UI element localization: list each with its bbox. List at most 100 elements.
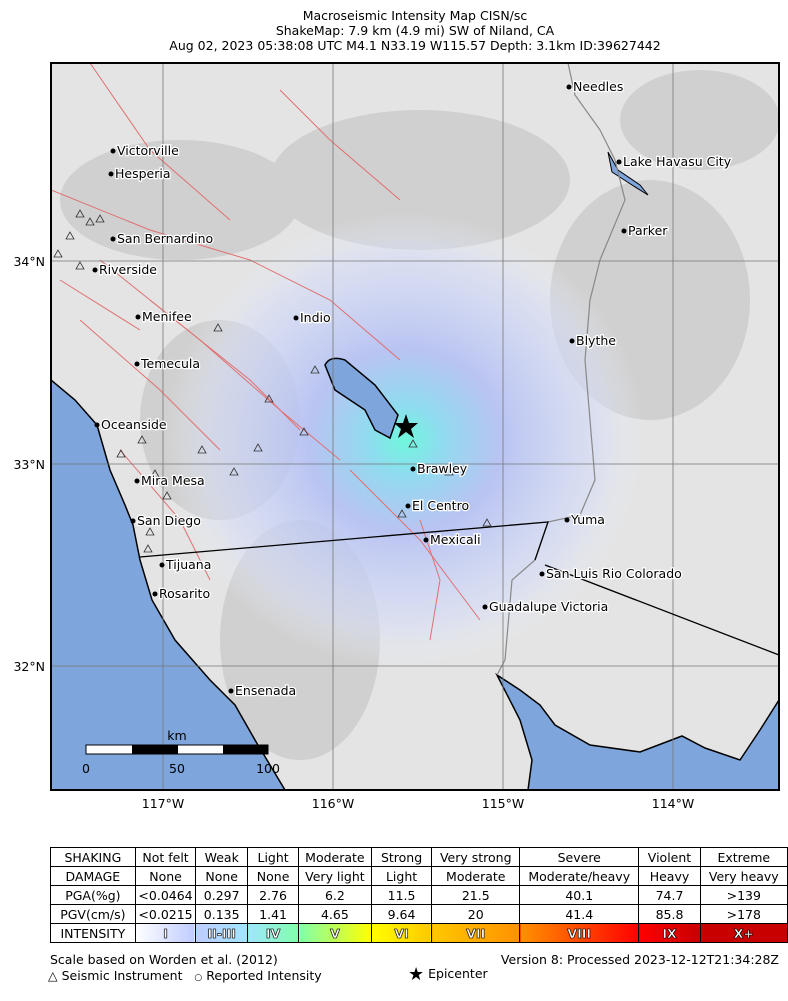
legend-row: DAMAGE None None None Very light Light Moderat… xyxy=(50,866,788,886)
legend-cell: <0.0464 xyxy=(134,885,197,905)
gulf-of-california xyxy=(495,672,779,790)
svg-text:0: 0 xyxy=(82,761,90,776)
legend-cell: None xyxy=(247,866,300,886)
city-dot xyxy=(482,604,488,610)
city-label: Hesperia xyxy=(115,166,171,181)
lon-label: 117°W xyxy=(142,796,184,811)
city-label: Riverside xyxy=(99,262,157,277)
instrument-label: Seismic Instrument xyxy=(61,968,183,983)
legend-cell: None xyxy=(134,866,197,886)
legend-cell: 41.4 xyxy=(519,904,640,924)
city-label: Rosarito xyxy=(159,586,210,601)
legend-row: SHAKING Not felt Weak Light Moderate Strong Ve… xyxy=(50,847,788,867)
city-dot xyxy=(152,591,158,597)
scale-bar: km 0 50 100 xyxy=(82,728,280,776)
seismic-instruments xyxy=(53,209,492,553)
lon-label: 116°W xyxy=(312,796,354,811)
city-label: Temecula xyxy=(140,356,200,371)
city-dot xyxy=(94,422,100,428)
triangle-icon: △ xyxy=(48,968,58,983)
intensity-cell: II-III xyxy=(195,923,249,943)
city-label: Menifee xyxy=(142,309,192,324)
salton-sea xyxy=(324,357,399,440)
legend-cell: 11.5 xyxy=(370,885,433,905)
city-dot xyxy=(616,159,622,165)
scale-note: Scale based on Worden et al. (2012) xyxy=(50,952,278,967)
legend-cell: PGA(%g) xyxy=(50,885,136,905)
lon-label: 115°W xyxy=(482,796,524,811)
city-dot xyxy=(566,84,572,90)
legend-cell: 1.41 xyxy=(247,904,300,924)
map-frame xyxy=(50,62,780,791)
city-dot xyxy=(423,537,429,543)
legend-cell: DAMAGE xyxy=(50,866,136,886)
legend-cell: None xyxy=(195,866,249,886)
legend-cell: SHAKING xyxy=(50,847,136,867)
city-dot xyxy=(293,315,299,321)
legend-cell: >139 xyxy=(699,885,788,905)
legend-cell: 6.2 xyxy=(298,885,372,905)
legend-cell: 2.76 xyxy=(247,885,300,905)
city-label: Indio xyxy=(300,310,331,325)
colorado-river xyxy=(496,63,626,676)
circle-icon: ○ xyxy=(194,973,203,983)
intensity-map: Needles Lake Havasu City Victorville Hesper… xyxy=(13,62,780,811)
city-label: Ensenada xyxy=(235,683,296,698)
city-dot xyxy=(228,688,234,694)
symbol-legend: △ Seismic Instrument ○ Reported Intensit… xyxy=(48,968,322,983)
city-label: Mira Mesa xyxy=(141,473,205,488)
city-dot xyxy=(621,228,627,234)
title-line-3: Aug 02, 2023 05:38:08 UTC M4.1 N33.19 W1… xyxy=(169,38,661,53)
pacific-ocean xyxy=(51,379,286,790)
city-dot xyxy=(564,517,570,523)
lon-label: 114°W xyxy=(652,796,694,811)
title-line-2: ShakeMap: 7.9 km (4.9 mi) SW of Niland, … xyxy=(275,23,555,38)
city-dot xyxy=(135,314,141,320)
city-label: San Diego xyxy=(137,513,201,528)
legend-cell: Moderate xyxy=(298,847,372,867)
city-label: San Bernardino xyxy=(117,231,213,246)
legend-cell: Very heavy xyxy=(699,866,788,886)
city-label: Needles xyxy=(573,79,623,94)
city-dot xyxy=(159,562,165,568)
legend-cell: 40.1 xyxy=(519,885,640,905)
city-label: Oceanside xyxy=(101,417,167,432)
city-dot xyxy=(134,478,140,484)
intensity-legend-table: SHAKING Not felt Weak Light Moderate Strong Ve… xyxy=(50,847,788,943)
legend-cell: Heavy xyxy=(638,866,701,886)
legend-cell: Extreme xyxy=(699,847,788,867)
intensity-header: INTENSITY xyxy=(50,923,136,943)
city-dot xyxy=(110,236,116,242)
legend-cell: 85.8 xyxy=(638,904,701,924)
legend-cell: Very light xyxy=(298,866,372,886)
epicenter-star-icon xyxy=(394,414,418,438)
legend-cell: Light xyxy=(370,866,433,886)
legend-cell: <0.0215 xyxy=(134,904,197,924)
legend-cell: Strong xyxy=(370,847,433,867)
city-dot xyxy=(130,518,136,524)
legend-cell: Moderate xyxy=(431,866,521,886)
legend-cell: PGV(cm/s) xyxy=(50,904,136,924)
city-label: El Centro xyxy=(412,498,469,513)
lat-label: 34°N xyxy=(13,254,45,269)
axis-labels: 34°N 33°N 32°N 117°W 116°W 115°W 114°W xyxy=(13,254,694,811)
legend-cell: Not felt xyxy=(134,847,197,867)
city-label: Mexicali xyxy=(430,532,481,547)
city-dot xyxy=(539,571,545,577)
legend-cell: Light xyxy=(247,847,300,867)
legend-cell: 0.135 xyxy=(195,904,249,924)
city-dot xyxy=(410,466,416,472)
legend-cell: Moderate/heavy xyxy=(519,866,640,886)
city-label: Brawley xyxy=(417,461,468,476)
city-dot xyxy=(569,338,575,344)
map-title: Macroseismic Intensity Map CISN/sc Shake… xyxy=(0,8,788,53)
intensity-cell: VIII xyxy=(519,923,640,943)
reported-label: Reported Intensity xyxy=(206,968,322,983)
intensity-cell: VI xyxy=(370,923,433,943)
fault-lines xyxy=(51,63,481,641)
lat-label: 32°N xyxy=(13,659,45,674)
lat-label: 33°N xyxy=(13,457,45,472)
legend-cell: 9.64 xyxy=(370,904,433,924)
legend-cell: Very strong xyxy=(431,847,521,867)
city-label: Blythe xyxy=(576,333,616,348)
